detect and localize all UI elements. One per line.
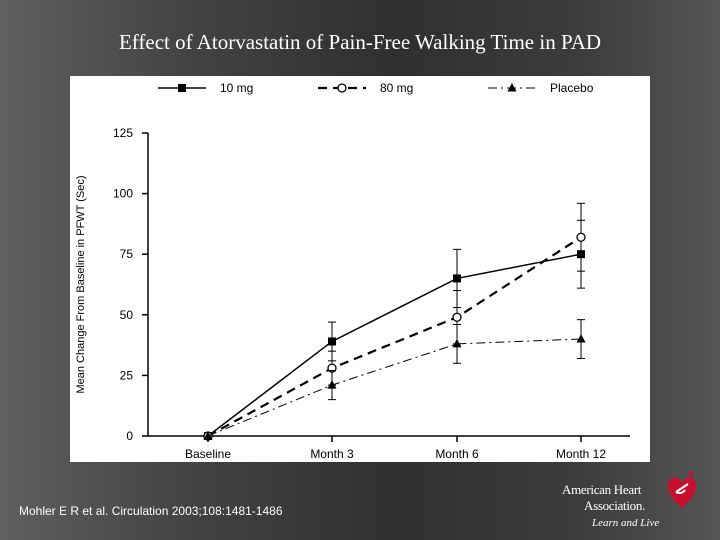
x-tick-label: Month 12	[556, 447, 606, 461]
data-point	[453, 274, 461, 283]
legend-marker	[507, 83, 517, 92]
aha-logo-tagline: Learn and Live	[592, 517, 660, 529]
series-circle	[203, 202, 586, 441]
legend-label: 10 mg	[220, 81, 253, 95]
citation: Mohler E R et al. Circulation 2003;108:1…	[19, 504, 283, 518]
legend-entry: 10 mg	[158, 81, 253, 95]
y-tick-label: 0	[126, 429, 133, 443]
legend: 10 mg 80 mg Placebo	[158, 81, 594, 95]
series-line	[207, 338, 582, 437]
x-tick-label: Baseline	[185, 447, 231, 461]
y-axis-label: Mean Change From Baseline in PFWT (Sec)	[75, 175, 87, 393]
legend-entry: 80 mg	[318, 81, 413, 95]
y-tick-label: 25	[120, 368, 134, 382]
y-tick-label: 100	[113, 187, 133, 201]
y-tick-label: 75	[120, 247, 134, 261]
y-tick-label: 50	[120, 308, 134, 322]
legend-label: 80 mg	[380, 81, 413, 95]
x-tick-label: Month 6	[435, 447, 479, 461]
legend-label: Placebo	[550, 81, 594, 95]
y-tick-label: 125	[113, 126, 133, 140]
aha-logo-line2: Association.	[584, 498, 646, 513]
aha-logo-line1: American Heart	[562, 482, 642, 497]
data-point	[452, 338, 462, 348]
legend-entry: Placebo	[488, 81, 594, 95]
chart-panel: 10 mg 80 mg Placebo 0 25 50 75 100 125 Baseline M…	[70, 76, 650, 462]
axes: 0 25 50 75 100 125 Baseline Month 3 Month 6 Month…	[75, 126, 630, 461]
legend-marker	[178, 84, 186, 92]
data-point	[452, 312, 462, 322]
heart-torch-icon	[667, 470, 697, 508]
series-triangle	[203, 319, 586, 440]
slide-title: Effect of Atorvastatin of Pain-Free Walk…	[118, 30, 602, 54]
data-point	[203, 431, 213, 440]
data-point	[327, 380, 337, 389]
line-chart: 10 mg 80 mg Placebo 0 25 50 75 100 125 Baseline M…	[75, 81, 630, 461]
data-point	[576, 232, 586, 242]
plot-area	[203, 202, 586, 441]
data-point	[328, 337, 336, 346]
series-line	[207, 236, 582, 437]
x-tick-label: Month 3	[310, 447, 354, 461]
aha-logo: American Heart Association. Learn and Li…	[558, 470, 713, 532]
series-line	[207, 253, 582, 437]
data-point	[576, 334, 586, 343]
legend-marker	[337, 83, 347, 93]
